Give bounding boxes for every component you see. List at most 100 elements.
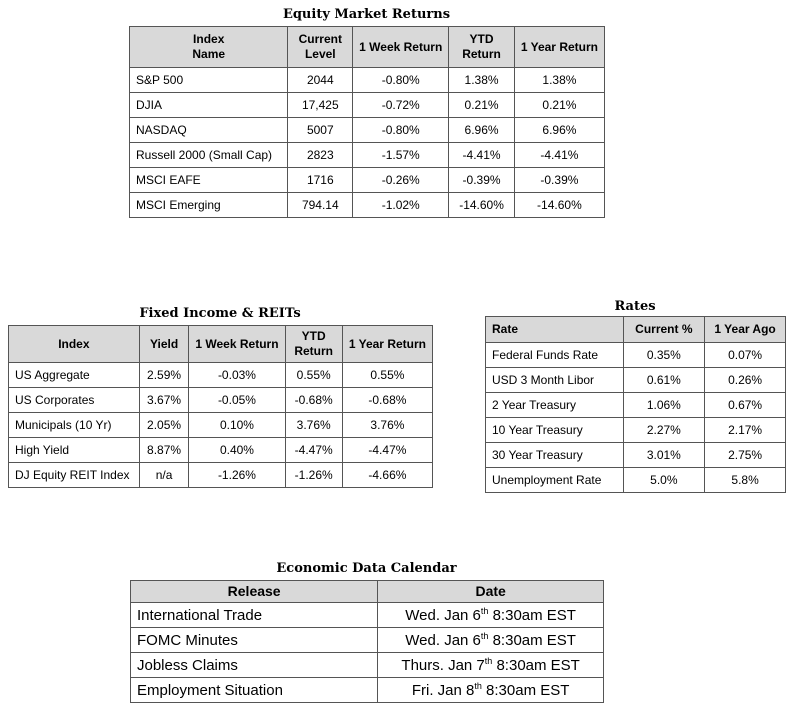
cell-rate-name: 30 Year Treasury [485,442,624,468]
cell-index-name: US Aggregate [8,362,140,388]
column-header: 1 Year Return [341,325,434,363]
column-header: Current % [622,316,706,343]
cell-value: 5.8% [704,467,786,493]
column-header: Current Level [287,26,354,68]
cell-value: -0.03% [188,362,286,388]
table-row: Russell 2000 (Small Cap) 2823 -1.57% -4.41%… [128,142,606,168]
cell-date: Wed. Jan 6th 8:30am EST [377,602,604,628]
column-header: Release [129,580,379,603]
table-row: S&P 500 2044 -0.80% 1.38% 1.38% [128,67,606,93]
cell-value: 6.96% [448,117,515,143]
cell-value: 2.27% [622,417,706,443]
cell-value: -0.80% [352,117,450,143]
cell-release: Jobless Claims [129,652,379,678]
rates-table-title: Rates [614,299,656,314]
cell-index-name: MSCI EAFE [128,167,289,193]
cell-value: 3.76% [284,412,343,438]
column-header: Date [377,580,604,603]
cell-index-name: High Yield [8,437,140,463]
cell-value: -14.60% [448,192,515,218]
column-header: YTD Return [284,325,343,363]
cell-value: -0.68% [341,387,434,413]
cell-value: 0.10% [188,412,286,438]
cell-value: 0.67% [704,392,786,418]
cell-value: 2.17% [704,417,786,443]
cell-value: 1.38% [513,67,606,93]
cell-value: 5007 [287,117,354,143]
table-row: FOMC Minutes Wed. Jan 6th 8:30am EST [129,627,604,653]
cell-value: 2.75% [704,442,786,468]
table-row: DJ Equity REIT Index n/a -1.26% -1.26% -4.66… [8,462,434,488]
cell-index-name: S&P 500 [128,67,289,93]
table-row: USD 3 Month Libor 0.61% 0.26% [485,367,786,393]
cell-value: 0.40% [188,437,286,463]
cell-value: -4.41% [513,142,606,168]
cell-value: 1.06% [622,392,706,418]
cell-date: Fri. Jan 8th 8:30am EST [377,677,604,703]
column-header: 1 Year Return [513,26,606,68]
cell-value: n/a [138,462,190,488]
cell-value: 0.35% [622,342,706,368]
cell-index-name: MSCI Emerging [128,192,289,218]
cell-value: 0.26% [704,367,786,393]
cell-value: -0.05% [188,387,286,413]
cell-date: Thurs. Jan 7th 8:30am EST [377,652,604,678]
cell-date: Wed. Jan 6th 8:30am EST [377,627,604,653]
cell-value: -4.47% [341,437,434,463]
cell-value: 6.96% [513,117,606,143]
table-row: Jobless Claims Thurs. Jan 7th 8:30am EST [129,652,604,678]
table-row: Employment Situation Fri. Jan 8th 8:30am… [129,677,604,703]
cell-index-name: DJIA [128,92,289,118]
cell-release: FOMC Minutes [129,627,379,653]
cell-value: 0.21% [513,92,606,118]
cell-rate-name: Federal Funds Rate [485,342,624,368]
cell-value: -1.26% [284,462,343,488]
column-header: Index [8,325,140,363]
cell-value: 2823 [287,142,354,168]
column-header: 1 Week Return [352,26,450,68]
table-header-row: Release Date [129,580,604,603]
table-header-row: Rate Current % 1 Year Ago [485,316,786,343]
cell-value: -1.26% [188,462,286,488]
column-header: 1 Week Return [188,325,286,363]
cell-value: 0.55% [341,362,434,388]
table-row: Municipals (10 Yr) 2.05% 0.10% 3.76% 3.76% [8,412,434,438]
cell-rate-name: 10 Year Treasury [485,417,624,443]
cell-value: -0.80% [352,67,450,93]
cell-value: 0.61% [622,367,706,393]
economic-data-calendar-table: Release Date International Trade Wed. Ja… [129,580,604,703]
fixed-income-table-title: Fixed Income & REITs [139,306,301,321]
table-row: Unemployment Rate 5.0% 5.8% [485,467,786,493]
cell-value: 2.59% [138,362,190,388]
economic-calendar-title: Economic Data Calendar [276,561,457,576]
cell-value: -0.26% [352,167,450,193]
table-row: 10 Year Treasury 2.27% 2.17% [485,417,786,443]
equity-market-returns-table: Index Name Current Level 1 Week Return YTD… [128,26,606,218]
cell-value: 0.07% [704,342,786,368]
cell-value: -4.47% [284,437,343,463]
cell-rate-name: USD 3 Month Libor [485,367,624,393]
cell-index-name: Municipals (10 Yr) [8,412,140,438]
table-header-row: Index Name Current Level 1 Week Return YTD… [128,26,606,68]
cell-value: -0.39% [448,167,515,193]
cell-value: -4.66% [341,462,434,488]
cell-rate-name: Unemployment Rate [485,467,624,493]
cell-rate-name: 2 Year Treasury [485,392,624,418]
cell-value: -14.60% [513,192,606,218]
cell-value: -0.72% [352,92,450,118]
cell-value: 17,425 [287,92,354,118]
cell-value: 2044 [287,67,354,93]
column-header: Rate [485,316,624,343]
table-row: Federal Funds Rate 0.35% 0.07% [485,342,786,368]
table-header-row: Index Yield 1 Week Return YTD Return 1 Ye… [8,325,434,363]
column-header: YTD Return [448,26,515,68]
rates-table: Rate Current % 1 Year Ago Federal Funds … [485,316,786,493]
cell-index-name: Russell 2000 (Small Cap) [128,142,289,168]
table-row: NASDAQ 5007 -0.80% 6.96% 6.96% [128,117,606,143]
cell-value: 0.55% [284,362,343,388]
cell-value: 5.0% [622,467,706,493]
cell-value: 2.05% [138,412,190,438]
cell-value: 8.87% [138,437,190,463]
cell-value: -4.41% [448,142,515,168]
cell-index-name: DJ Equity REIT Index [8,462,140,488]
